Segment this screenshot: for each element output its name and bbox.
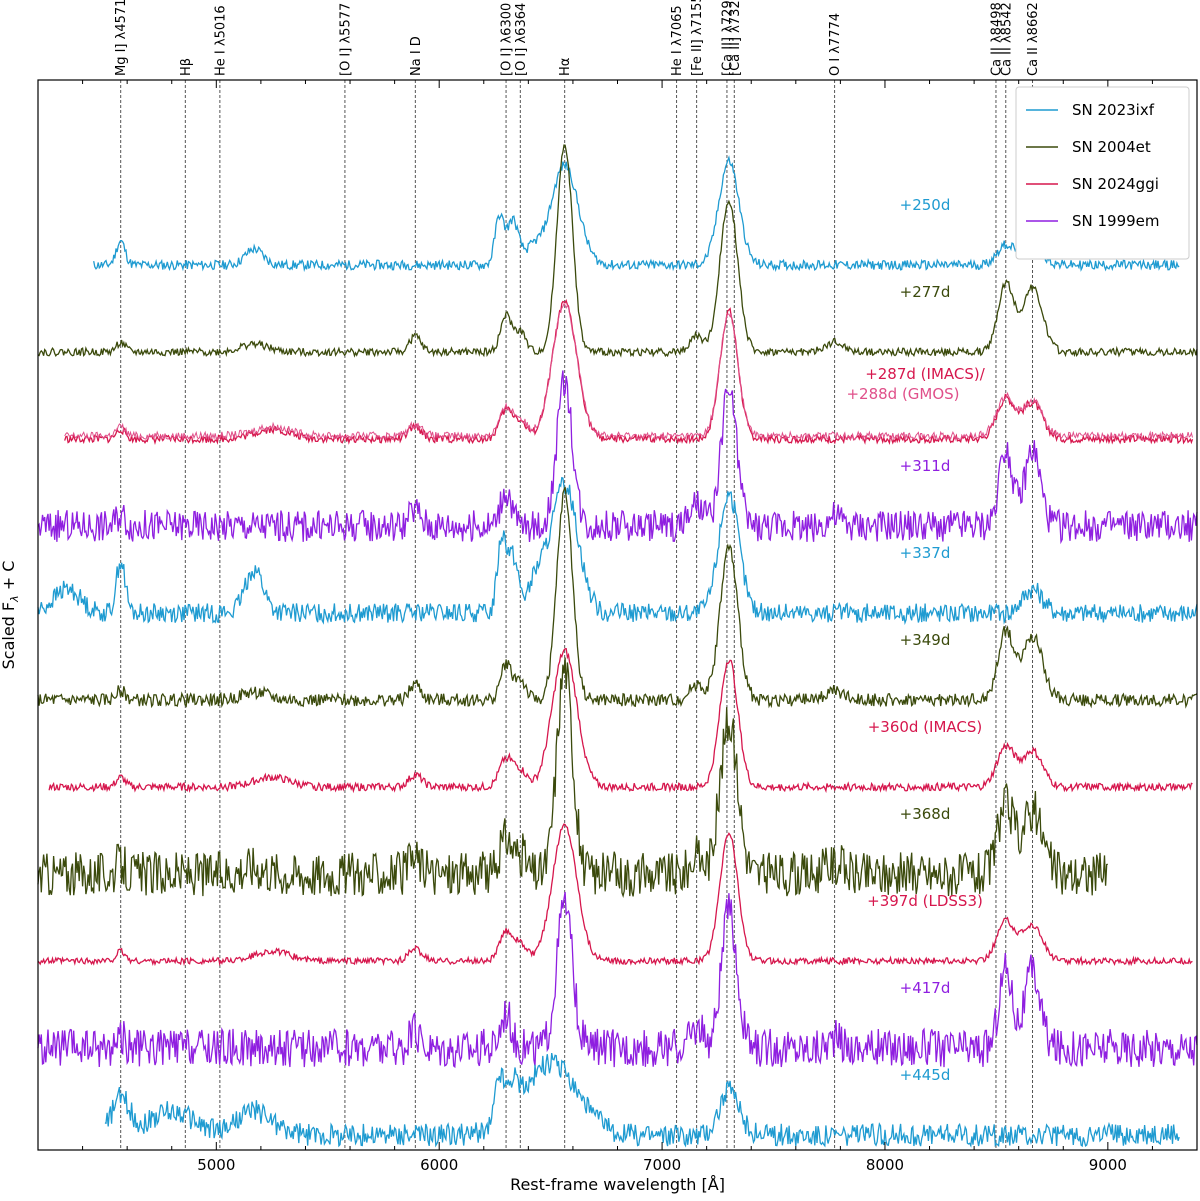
- epoch-label: +287d (IMACS)/: [865, 365, 986, 383]
- spectrum-line: [37, 476, 1198, 626]
- line-label: He I λ7065: [670, 5, 685, 76]
- spectrum-line: [37, 144, 1198, 358]
- spectrum-line: [64, 302, 1193, 442]
- epoch-labels: +250d +277d +287d (IMACS)/ +288d (GMOS) +311…: [846, 196, 985, 1084]
- x-tick-label: 5000: [197, 1156, 235, 1174]
- epoch-label: +277d: [900, 283, 951, 301]
- line-markers: Mg I] λ4571 Hβ He I λ5016 [O I] λ5577 Na I D…: [114, 0, 1041, 1150]
- line-label: [O I] λ5577: [338, 3, 353, 76]
- epoch-label: +360d (IMACS): [868, 718, 983, 736]
- legend-box: [1015, 86, 1190, 260]
- spectrum-line: [37, 657, 1108, 899]
- line-label: Ca II λ8542: [999, 2, 1014, 76]
- y-axis-label: Scaled Fλ + C: [0, 561, 21, 670]
- spectrum-line: [37, 891, 1198, 1069]
- line-label: Ca II λ8498: [989, 2, 1004, 76]
- epoch-label: +250d: [900, 196, 951, 214]
- legend-label: SN 2023ixf: [1072, 101, 1155, 119]
- line-label: [O I] λ6300: [500, 3, 515, 76]
- spectrum-line: [37, 370, 1198, 545]
- axes: 5000 6000 7000 8000 9000 Rest-frame wavelengt…: [0, 79, 1198, 1194]
- x-tick-label: 9000: [1089, 1156, 1127, 1174]
- line-label: He I λ5016: [213, 5, 228, 76]
- spectra-series: [37, 144, 1198, 1148]
- legend: SN 2023ixf SN 2004et SN 2024ggi SN 1999em: [1015, 86, 1190, 260]
- x-tick-label: 6000: [420, 1156, 458, 1174]
- line-label: [O I] λ6364: [514, 3, 529, 76]
- spectrum-line: [64, 299, 1194, 446]
- spectrum-line: [93, 155, 1180, 273]
- line-label: Hα: [558, 58, 573, 76]
- x-axis-label: Rest-frame wavelength [Å]: [510, 1175, 725, 1194]
- epoch-label: +368d: [900, 805, 951, 823]
- epoch-label: +349d: [900, 631, 951, 649]
- line-label: [Fe II] λ7155: [690, 0, 705, 76]
- spectrum-line: [104, 1052, 1180, 1148]
- x-tick-label: 7000: [643, 1156, 681, 1174]
- line-label: [Ca II] λ7324: [728, 0, 743, 76]
- spectrum-line: [48, 647, 1193, 794]
- x-tick-label: 8000: [866, 1156, 904, 1174]
- line-label: O I λ7774: [828, 13, 843, 76]
- line-label: Ca II λ8662: [1026, 2, 1041, 76]
- spectrum-line: [37, 486, 1198, 709]
- epoch-label: +311d: [900, 457, 951, 475]
- spectrum-line: [37, 823, 1193, 967]
- legend-label: SN 1999em: [1072, 212, 1160, 230]
- line-label: [Ca II] λ7291: [720, 0, 735, 76]
- epoch-label: +417d: [900, 979, 951, 997]
- line-label: Mg I] λ4571: [114, 0, 129, 76]
- legend-label: SN 2024ggi: [1072, 175, 1159, 193]
- epoch-label: +445d: [900, 1066, 951, 1084]
- epoch-label: +337d: [900, 544, 951, 562]
- epoch-label: +288d (GMOS): [846, 385, 959, 403]
- legend-label: SN 2004et: [1072, 138, 1151, 156]
- line-label: Hβ: [179, 58, 194, 76]
- line-label: Na I D: [409, 36, 424, 76]
- epoch-label: +397d (LDSS3): [867, 892, 983, 910]
